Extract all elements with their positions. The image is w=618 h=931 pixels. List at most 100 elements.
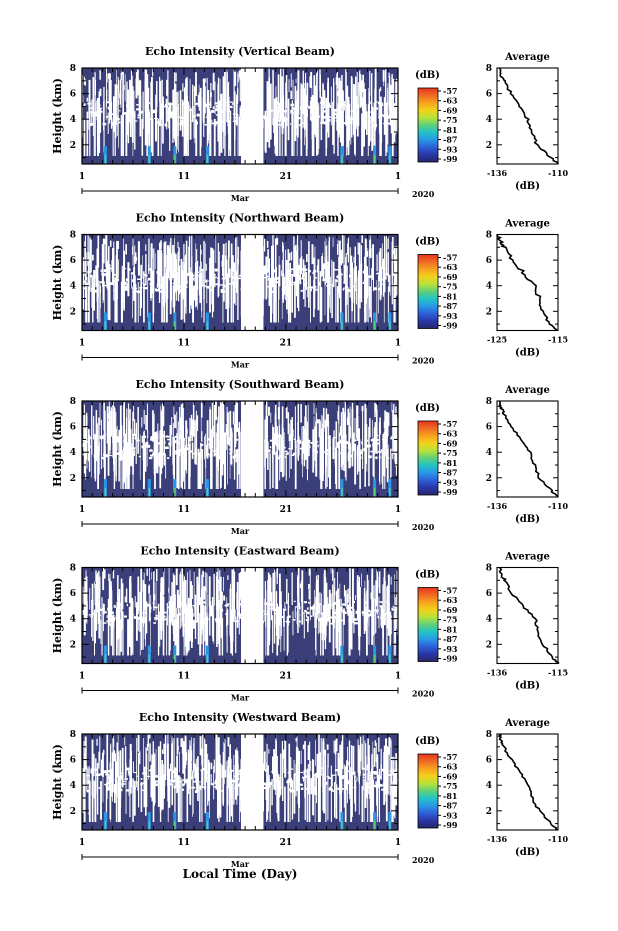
- echo-streak-core: [104, 321, 107, 331]
- echo-streak-core: [174, 155, 176, 165]
- colorbar-tick-label: -99: [443, 321, 458, 331]
- avg-y-tick-label: 6: [486, 256, 492, 266]
- echo-streak-core: [341, 155, 343, 165]
- colorbar-tick-label: -57: [443, 752, 457, 762]
- avg-y-tick-label: 4: [486, 781, 492, 791]
- x-tick-label: 1: [79, 838, 85, 848]
- plot-frame: [81, 67, 399, 165]
- y-axis-label: Height (km): [51, 744, 64, 820]
- avg-x-tick-label: -136: [487, 168, 507, 178]
- colorbar-tick-label: -87: [443, 301, 457, 311]
- avg-frame: [496, 233, 559, 332]
- echo-streak-core: [174, 821, 176, 831]
- echo-streak: [173, 146, 177, 164]
- avg-profile-line: [497, 733, 559, 831]
- data-gap: [241, 566, 264, 665]
- colorbar-tick-label: -57: [443, 86, 457, 96]
- colorbar-tick-label: -81: [443, 791, 457, 801]
- avg-y-tick-label: 6: [486, 90, 492, 100]
- avg-profile-line: [497, 400, 559, 498]
- avg-y-tick-label: 2: [486, 307, 492, 317]
- x-tick-label: 11: [178, 339, 191, 349]
- avg-x-axis-label: (dB): [515, 348, 540, 359]
- panel-title: Echo Intensity (Southward Beam): [136, 378, 345, 391]
- echo-streak: [340, 146, 344, 164]
- echo-streak: [340, 645, 344, 664]
- echo-streak: [173, 812, 177, 830]
- heatmap-missing-texture: [82, 401, 399, 489]
- echo-streak: [340, 479, 344, 497]
- month-label: Mar: [231, 693, 250, 703]
- y-tick-label: 8: [70, 564, 76, 574]
- x-tick-label: 1: [395, 838, 401, 848]
- x-tick-label: 21: [280, 838, 293, 848]
- avg-x-axis-label: (dB): [515, 514, 540, 525]
- echo-streak: [205, 645, 209, 664]
- panel-title: Echo Intensity (Westward Beam): [139, 711, 341, 724]
- echo-streak-core: [206, 654, 209, 664]
- x-tick-label: 21: [280, 672, 293, 682]
- echo-streak-core: [148, 155, 150, 165]
- plot-frame: [81, 733, 399, 831]
- colorbar-unit: (dB): [415, 736, 440, 747]
- y-tick-label: 4: [70, 448, 76, 458]
- echo-streak-core: [174, 321, 176, 331]
- echo-streak-core: [389, 654, 391, 664]
- x-tick-label: 11: [178, 838, 191, 848]
- echo-streak: [205, 479, 209, 497]
- avg-y-tick-label: 2: [486, 141, 492, 151]
- avg-x-tick-label: -136: [487, 501, 507, 511]
- avg-x-tick-label: -136: [487, 668, 507, 678]
- echo-streak: [340, 312, 344, 331]
- echo-streak: [388, 479, 392, 497]
- echo-streak-core: [373, 155, 376, 165]
- colorbar: [417, 753, 439, 829]
- echo-streak: [147, 812, 151, 830]
- avg-title: Average: [504, 552, 550, 563]
- echo-streak: [103, 312, 107, 331]
- echo-streak: [373, 479, 377, 497]
- avg-y-tick-label: 4: [486, 115, 492, 125]
- avg-y-tick-label: 2: [486, 640, 492, 650]
- avg-title: Average: [504, 52, 550, 63]
- colorbar-tick-label: -57: [443, 253, 457, 263]
- y-tick-label: 2: [70, 807, 76, 817]
- echo-streak: [373, 146, 377, 164]
- colorbar-tick-label: -87: [443, 468, 457, 478]
- y-tick-label: 8: [70, 231, 76, 241]
- echo-streak-core: [148, 488, 150, 498]
- echo-streak: [373, 312, 377, 331]
- colorbar-tick-label: -75: [443, 448, 457, 458]
- echo-streak: [205, 812, 209, 830]
- echo-streak-core: [389, 488, 391, 498]
- echo-streak-core: [104, 488, 107, 498]
- echo-streak: [147, 312, 151, 331]
- colorbar-tick-label: -99: [443, 487, 458, 497]
- x-axis-label: Local Time (Day): [183, 867, 298, 881]
- avg-title: Average: [504, 718, 550, 729]
- y-axis-label: Height (km): [51, 245, 64, 321]
- echo-streak: [205, 146, 209, 164]
- month-label: Mar: [231, 193, 250, 203]
- colorbar-tick-label: -63: [443, 429, 458, 439]
- avg-y-tick-label: 6: [486, 589, 492, 599]
- avg-y-tick-label: 8: [486, 231, 492, 241]
- echo-streak-core: [104, 654, 107, 664]
- colorbar-tick-label: -69: [443, 438, 458, 448]
- colorbar-tick-label: -57: [443, 419, 457, 429]
- echo-streak-core: [341, 821, 343, 831]
- colorbar-tick-label: -69: [443, 771, 458, 781]
- y-tick-label: 6: [70, 756, 76, 766]
- x-tick-label: 1: [79, 505, 85, 515]
- year-label: 2020: [412, 522, 435, 532]
- colorbar-tick-label: -75: [443, 282, 457, 292]
- panel-title: Echo Intensity (Vertical Beam): [145, 45, 335, 58]
- echo-streak: [340, 812, 344, 830]
- data-gap: [241, 733, 264, 831]
- x-tick-label: 11: [178, 672, 191, 682]
- avg-profile-line: [498, 566, 560, 665]
- heatmap-missing-texture: [82, 567, 401, 656]
- avg-x-tick-label: -115: [548, 335, 568, 345]
- colorbar-tick-label: -75: [443, 781, 457, 791]
- colorbar-tick-label: -69: [443, 272, 458, 282]
